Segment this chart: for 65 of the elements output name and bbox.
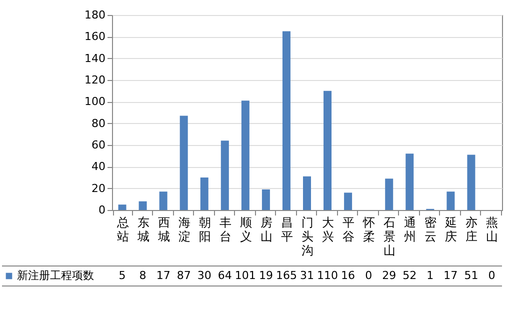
x-tick-label: 密云	[424, 216, 437, 244]
y-tick-label: 160	[84, 30, 106, 44]
y-tick-label: 40	[92, 160, 106, 174]
x-tick-label: 石景山	[384, 216, 396, 258]
y-tick-label: 60	[92, 138, 106, 152]
x-tick-label: 怀柔	[362, 216, 376, 244]
bar	[118, 204, 126, 210]
y-tick-label: 180	[84, 8, 106, 22]
bar	[344, 192, 352, 210]
x-tick-label: 亦庄	[466, 216, 478, 244]
y-tick-label: 80	[92, 116, 106, 130]
y-tick-label: 0	[98, 204, 106, 216]
x-tick-label: 延庆	[444, 216, 458, 244]
data-label: 0	[488, 269, 496, 282]
bar	[446, 192, 455, 210]
legend-label: 新注册工程项数	[17, 269, 94, 282]
data-label: 8	[139, 269, 146, 282]
x-tick-label: 总站	[116, 216, 129, 244]
data-label: 17	[156, 269, 170, 282]
bar	[303, 176, 311, 210]
x-tick-label: 房山	[260, 216, 272, 244]
data-label: 5	[118, 269, 126, 282]
data-label: 16	[341, 269, 356, 282]
x-tick-label: 大兴	[322, 216, 334, 244]
x-tick-label: 燕山	[486, 216, 498, 244]
bar	[180, 116, 188, 210]
x-tick-label: 昌平	[280, 216, 293, 244]
data-label: 87	[176, 269, 191, 282]
bar	[324, 90, 332, 210]
bar	[159, 192, 168, 210]
x-tick-label: 顺义	[240, 216, 252, 244]
data-label: 17	[444, 269, 458, 282]
y-tick-label: 20	[92, 182, 106, 195]
data-label: 64	[218, 269, 232, 282]
x-tick-label: 朝阳	[198, 216, 211, 244]
data-label: 30	[197, 269, 212, 282]
data-label: 101	[234, 269, 256, 282]
bar	[406, 154, 414, 210]
data-label: 1	[426, 269, 434, 282]
y-tick-label: 100	[84, 95, 106, 108]
data-label: 51	[464, 269, 478, 282]
data-label: 165	[276, 269, 297, 282]
bar	[385, 178, 394, 210]
bar	[241, 100, 250, 210]
bar	[262, 189, 270, 210]
y-tick-label: 120	[84, 74, 106, 86]
x-tick-label: 海淀	[178, 216, 190, 244]
bar	[467, 154, 476, 210]
bar	[200, 178, 208, 210]
bar	[138, 201, 147, 210]
data-label: 19	[258, 269, 273, 282]
bar	[282, 31, 290, 210]
data-label: 31	[300, 269, 314, 282]
bar	[220, 140, 229, 210]
x-tick-label: 平谷	[342, 216, 355, 244]
x-tick-label: 通州	[404, 216, 416, 244]
x-tick-label: 丰台	[219, 216, 232, 244]
x-tick-label: 西城	[156, 216, 170, 244]
x-tick-label: 东城	[136, 216, 150, 244]
y-tick-label: 140	[84, 52, 106, 65]
data-label: 29	[382, 269, 396, 282]
data-label: 52	[402, 269, 417, 282]
data-label: 0	[365, 269, 372, 282]
data-label: 110	[317, 269, 338, 282]
x-tick-label: 门头沟	[302, 216, 314, 258]
